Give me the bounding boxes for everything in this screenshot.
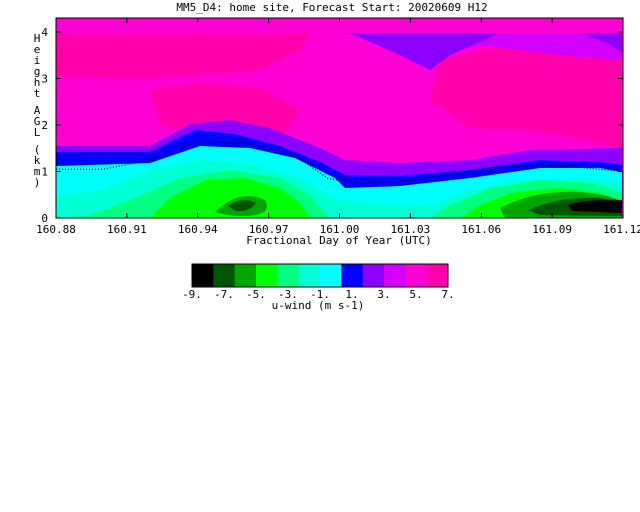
y-axis-label-char: t (34, 87, 41, 100)
colorbar-swatch (320, 264, 342, 287)
colorbar-tick-label: -9. (182, 288, 202, 301)
y-axis-label-char: L (34, 126, 41, 139)
x-tick-label: 161.12 (603, 223, 640, 236)
y-axis-ticks: 0 1 2 3 4 (41, 26, 623, 225)
x-tick-label: 161.06 (461, 223, 501, 236)
x-tick-label: 161.00 (320, 223, 360, 236)
y-tick-label: 2 (41, 119, 48, 132)
colorbar-tick-label: 3. (377, 288, 390, 301)
core-black-right (568, 199, 622, 213)
colorbar-swatch (426, 264, 449, 287)
x-tick-label: 160.88 (36, 223, 76, 236)
colorbar: -9. -7. -5. -3. -1. 1. 3. 5. 7. (182, 263, 455, 301)
y-tick-label: 1 (41, 165, 48, 178)
contour-field (56, 18, 623, 218)
y-axis-label-char: h (34, 76, 41, 89)
y-axis-label-char: e (34, 43, 41, 56)
colorbar-swatch (405, 264, 428, 287)
colorbar-tick-label: -3. (278, 288, 298, 301)
chart-title: MM5_D4: home site, Forecast Start: 20020… (176, 1, 487, 14)
upper-purple-patch (350, 33, 500, 70)
colorbar-swatch (256, 264, 278, 287)
y-axis-label-char: G (34, 115, 41, 128)
y-axis-label-char: ) (34, 176, 41, 189)
colorbar-tick-label: -1. (310, 288, 330, 301)
y-axis-label-char: H (34, 32, 41, 45)
y-axis-label-char: k (34, 154, 41, 167)
core-dark-green-left (228, 200, 256, 212)
colorbar-swatch (384, 264, 406, 287)
y-tick-label: 0 (41, 212, 48, 225)
colorbar-tick-label: -5. (246, 288, 266, 301)
core-green-left (150, 178, 310, 218)
colorbar-swatch (277, 264, 300, 287)
x-tick-label: 161.09 (532, 223, 572, 236)
colorbar-swatch (341, 264, 364, 287)
x-axis-label: Fractional Day of Year (UTC) (246, 234, 431, 247)
upper-pink-patch-right (430, 40, 622, 150)
y-tick-label: 4 (41, 26, 48, 39)
colorbar-swatch (213, 264, 236, 287)
y-tick-label: 3 (41, 72, 48, 85)
colorbar-swatch (362, 264, 385, 287)
upper-pink-patch-left (56, 33, 310, 78)
colorbar-swatch (192, 264, 214, 287)
y-axis-label-char: i (34, 54, 41, 67)
x-tick-label: 160.91 (107, 223, 147, 236)
x-tick-label: 160.97 (249, 223, 289, 236)
y-axis-label-char: g (34, 65, 41, 78)
colorbar-tick-label: 1. (345, 288, 358, 301)
colorbar-tick-label: -7. (214, 288, 234, 301)
x-tick-label: 161.03 (391, 223, 431, 236)
colorbar-label: u-wind (m s-1) (272, 299, 365, 312)
upper-purple-patch-corner (580, 33, 622, 52)
colorbar-swatch (234, 264, 257, 287)
colorbar-swatch (298, 264, 321, 287)
colorbar-tick-label: 7. (441, 288, 454, 301)
y-axis-label-char: A (34, 104, 41, 117)
colorbar-tick-label: 5. (409, 288, 422, 301)
zero-contour-line (56, 140, 623, 184)
colorbar-frame (191, 263, 449, 288)
y-axis-label-char: ( (34, 143, 41, 156)
x-tick-label: 160.94 (178, 223, 218, 236)
x-axis-ticks: 160.88 160.91 160.94 160.97 161.00 161.03 161.… (36, 18, 640, 236)
y-axis-label-char: m (34, 165, 41, 178)
